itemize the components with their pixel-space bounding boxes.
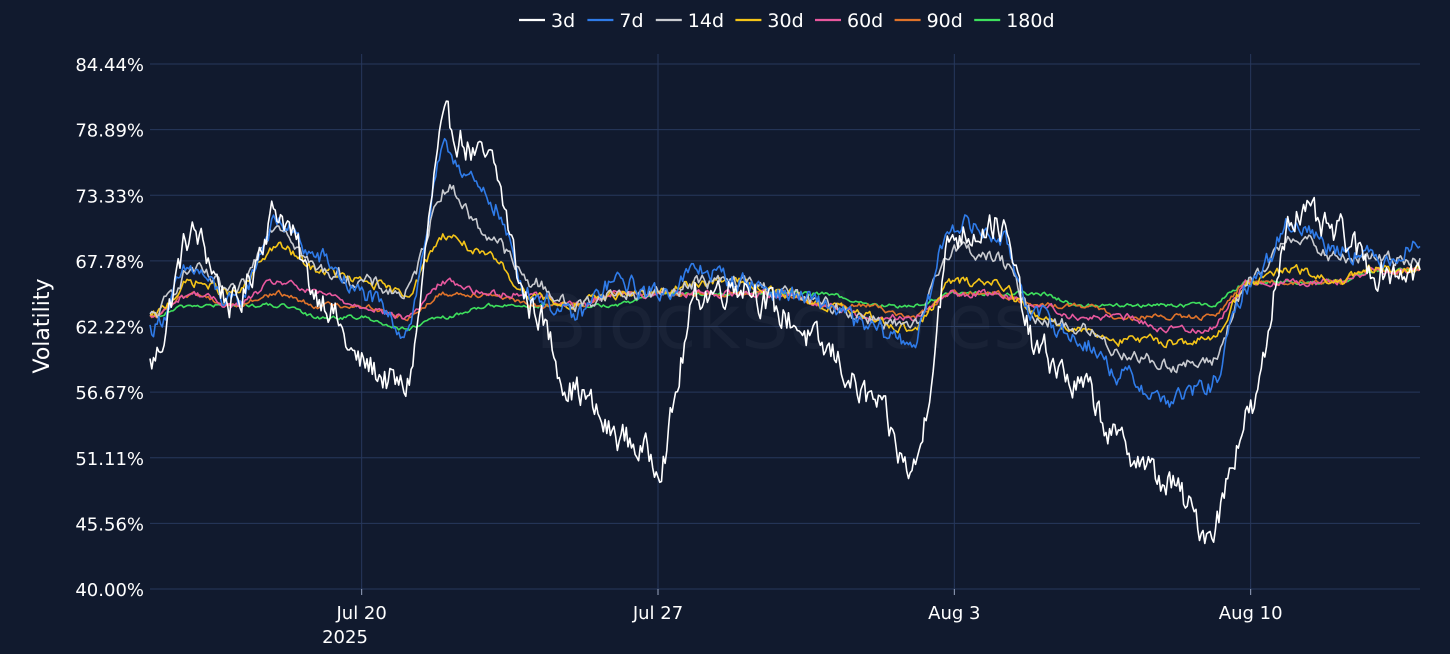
legend-item-3d[interactable]: 3d [519, 10, 575, 32]
legend[interactable]: 3d 7d 14d 30d 60d 90d 180d [519, 10, 1055, 32]
legend-label: 30d [767, 10, 803, 32]
y-axis: 40.00% 45.56% 51.11% 56.67% 62.22% 67.78% 73.3… [75, 55, 144, 601]
x-tick-label: Jul 20 [335, 603, 386, 624]
y-tick-label: 62.22% [75, 318, 144, 339]
series-line-14d [149, 184, 1421, 374]
legend-label: 3d [551, 10, 575, 32]
y-tick-label: 51.11% [75, 449, 144, 470]
legend-label: 90d [927, 10, 963, 32]
legend-item-14d[interactable]: 14d [655, 10, 724, 32]
y-tick-label: 67.78% [75, 252, 144, 273]
legend-item-30d[interactable]: 30d [735, 10, 804, 32]
legend-item-90d[interactable]: 90d [894, 10, 963, 32]
grid [150, 54, 1420, 590]
legend-label: 60d [847, 10, 883, 32]
x-axis: Jul 20 Jul 27 Aug 3 Aug 10 [335, 589, 1283, 624]
x-tick-label: Jul 27 [632, 603, 683, 624]
legend-item-7d[interactable]: 7d [587, 10, 644, 32]
legend-item-60d[interactable]: 60d [815, 10, 883, 32]
legend-label: 7d [619, 10, 643, 32]
y-axis-label: Volatility [30, 278, 55, 373]
y-tick-label: 45.56% [75, 514, 144, 535]
legend-label: 14d [688, 10, 724, 32]
x-year-label: 2025 [322, 627, 368, 648]
series-line-180d [149, 267, 1421, 331]
x-tick-label: Aug 10 [1219, 603, 1283, 624]
y-tick-label: 78.89% [75, 121, 144, 142]
x-tick-label: Aug 3 [928, 603, 980, 624]
y-tick-label: 84.44% [75, 55, 144, 76]
series-line-3d [149, 100, 1421, 545]
y-tick-label: 73.33% [75, 186, 144, 207]
legend-label: 180d [1006, 10, 1054, 32]
y-tick-label: 40.00% [75, 580, 144, 601]
legend-item-180d[interactable]: 180d [974, 10, 1055, 32]
y-tick-label: 56.67% [75, 383, 144, 404]
series-lines [149, 100, 1421, 545]
series-line-60d [149, 266, 1421, 334]
series-line-7d [149, 137, 1421, 408]
